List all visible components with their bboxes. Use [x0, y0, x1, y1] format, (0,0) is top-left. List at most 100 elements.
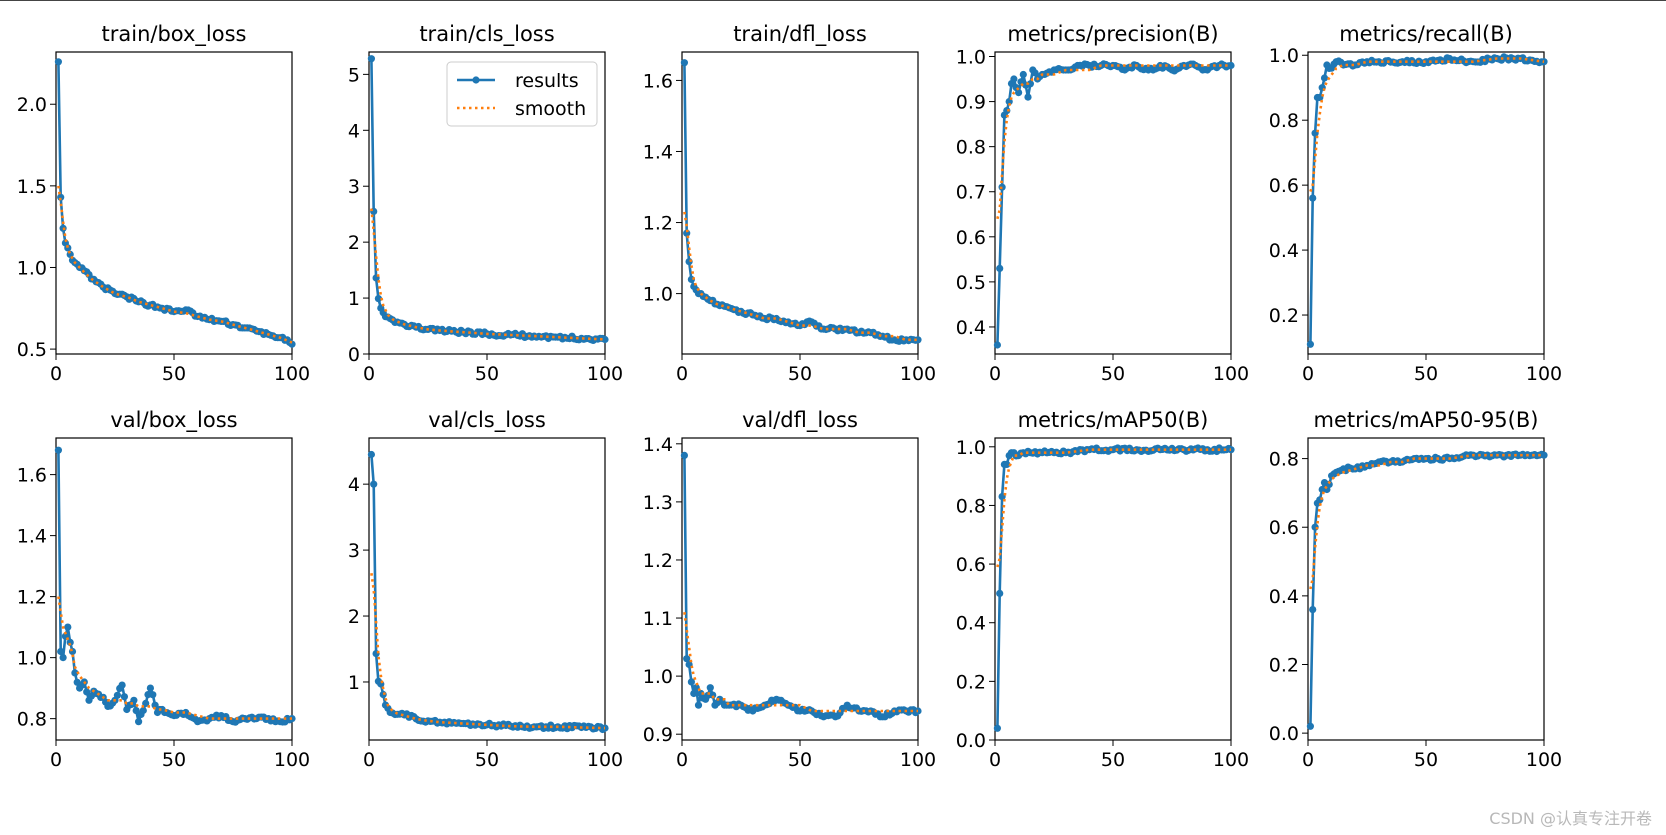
y-tick-label: 0.6	[1269, 517, 1299, 539]
axes-frame	[994, 437, 1232, 741]
results-point	[1540, 58, 1548, 66]
y-tick-label: 0.0	[1269, 723, 1299, 745]
y-tick-label: 0.6	[956, 554, 986, 576]
results-point	[54, 58, 63, 66]
y-tick-label: 2.0	[17, 94, 47, 116]
y-tick-label: 2	[348, 606, 360, 628]
subplot-7: val/dfl_loss 0 50 100 0.9 1.0 1.1 1.2 1.3 1.4	[643, 408, 936, 771]
results-point	[113, 691, 121, 699]
results-point	[706, 684, 714, 692]
smooth-line	[57, 185, 293, 344]
results-point	[118, 681, 126, 689]
results-point	[1306, 340, 1314, 348]
results-point	[683, 655, 691, 663]
x-tick-label: 100	[587, 749, 623, 771]
results-point	[1003, 107, 1011, 115]
x-tick-label: 0	[676, 749, 688, 771]
y-tick-label: 1.6	[17, 465, 47, 487]
results-point	[1309, 194, 1317, 202]
y-tick-label: 0.9	[643, 724, 673, 746]
results-point	[680, 451, 689, 459]
y-tick-label: 4	[348, 474, 360, 496]
y-tick-label: 0.0	[956, 730, 986, 752]
results-point	[680, 59, 689, 67]
y-tick-label: 0.8	[1269, 110, 1299, 132]
x-tick-label: 0	[50, 749, 62, 771]
y-tick-label: 0.4	[956, 613, 986, 635]
results-point	[601, 335, 609, 344]
x-tick-label: 0	[1302, 363, 1314, 385]
y-tick-label: 1.0	[1269, 45, 1299, 67]
x-tick-label: 50	[1101, 363, 1125, 385]
x-tick-label: 100	[1526, 749, 1562, 771]
x-tick-label: 0	[989, 749, 1001, 771]
x-tick-label: 100	[274, 749, 310, 771]
results-point	[1306, 722, 1314, 730]
results-point	[139, 706, 147, 715]
results-point	[993, 341, 1002, 349]
results-point	[1320, 74, 1329, 82]
y-tick-label: 0.8	[17, 709, 47, 731]
smooth-line	[370, 573, 605, 730]
results-point	[367, 450, 375, 459]
results-line	[683, 455, 919, 719]
smooth-line	[683, 612, 918, 713]
subplot-2: train/dfl_loss 0 50 100 1.0 1.2 1.4 1.6	[643, 22, 936, 385]
results-point	[1010, 75, 1018, 83]
smooth-line	[1309, 453, 1544, 590]
results-line	[996, 446, 1232, 729]
x-tick-label: 50	[475, 749, 499, 771]
y-tick-label: 0.8	[956, 137, 986, 159]
subplot-3: metrics/precision(B) 0 50 100 0.4 0.5 0.6 0.7 0.…	[956, 22, 1249, 385]
legend: results smooth	[446, 61, 598, 127]
y-tick-label: 1.6	[643, 70, 673, 92]
y-tick-label: 0.2	[1269, 305, 1299, 327]
results-point	[59, 654, 67, 662]
results-point	[68, 647, 77, 656]
x-tick-label: 50	[788, 363, 812, 385]
subplot-title: train/box_loss	[102, 22, 247, 47]
y-tick-label: 1.4	[643, 434, 673, 456]
results-point	[151, 701, 159, 709]
y-tick-label: 1.0	[956, 437, 986, 459]
results-point	[132, 707, 140, 715]
results-point	[996, 589, 1004, 598]
y-tick-label: 0.2	[956, 671, 986, 693]
results-point	[120, 693, 128, 701]
axes-frame	[368, 437, 606, 741]
subplot-0: train/box_loss 0 50 100 0.5 1.0 1.5 2.0	[17, 22, 310, 385]
y-tick-label: 3	[348, 176, 360, 198]
smooth-line	[1309, 57, 1545, 193]
y-tick-label: 3	[348, 540, 360, 562]
y-tick-label: 1.0	[643, 666, 673, 688]
smooth-line	[683, 211, 918, 342]
subplot-title: metrics/recall(B)	[1339, 22, 1513, 46]
results-point	[1024, 93, 1032, 101]
x-tick-label: 100	[587, 363, 623, 385]
smooth-line	[370, 208, 606, 341]
subplot-title: metrics/mAP50-95(B)	[1314, 408, 1539, 432]
subplot-4: metrics/recall(B) 0 50 100 0.2 0.4 0.6 0.8 1.0	[1269, 22, 1562, 385]
smooth-line	[996, 448, 1231, 568]
y-tick-label: 0.6	[956, 227, 986, 249]
y-tick-label: 0.8	[1269, 449, 1299, 471]
results-point	[64, 244, 72, 252]
y-tick-label: 0.7	[956, 182, 986, 204]
y-tick-label: 2	[348, 232, 360, 254]
x-tick-label: 50	[788, 749, 812, 771]
subplot-title: metrics/precision(B)	[1007, 22, 1218, 46]
y-tick-label: 4	[348, 120, 360, 142]
x-tick-label: 50	[475, 363, 499, 385]
x-tick-label: 0	[1302, 749, 1314, 771]
axes-frame	[681, 437, 919, 741]
results-point	[1026, 80, 1034, 88]
x-tick-label: 100	[900, 749, 936, 771]
results-line	[1309, 452, 1545, 727]
results-point	[996, 264, 1004, 272]
y-tick-label: 1.2	[17, 587, 47, 609]
y-tick-label: 0.4	[1269, 586, 1299, 608]
y-tick-label: 1.5	[17, 176, 47, 198]
y-tick-label: 1.2	[643, 550, 673, 572]
results-point	[83, 688, 91, 696]
